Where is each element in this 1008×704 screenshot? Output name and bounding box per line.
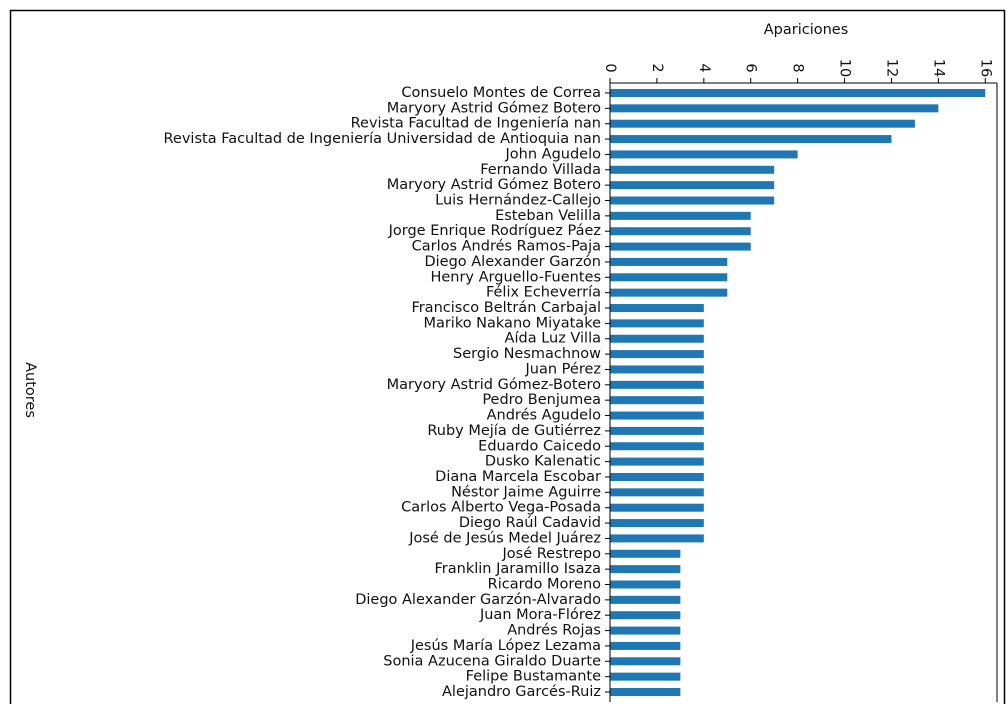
y-tick-label: Jorge Enrique Rodríguez Páez [388,223,601,239]
bar [610,611,681,620]
bar [610,119,915,128]
bar [610,273,728,282]
frame [9,9,1006,704]
y-tick-label: Maryory Astrid Gómez Botero [387,100,601,116]
y-tick-label: Mariko Nakano Miyatake [423,315,601,331]
bar [610,334,704,343]
y-tick-label: Pedro Benjumea [482,392,601,408]
y-tick-label: Francisco Beltrán Carbajal [411,300,601,316]
bar [610,304,704,313]
bar [610,150,798,159]
bar [610,396,704,405]
y-tick-label: Andrés Agudelo [487,408,602,424]
y-tick-label: Alejandro Garcés-Ruiz [442,684,601,700]
y-tick-label: José de Jesús Medel Juárez [408,530,601,546]
bar [610,411,704,420]
y-tick-label: Juan Mora-Flórez [479,607,601,623]
x-tick-label: 14 [930,59,946,77]
bar [610,196,775,205]
y-tick-label: José Restrepo [502,546,602,562]
bar [610,580,681,589]
bar [610,519,704,528]
bar [610,595,681,604]
bar [610,488,704,497]
y-tick-label: Sergio Nesmachnow [453,346,601,362]
y-tick-label: Félix Echeverría [486,285,601,301]
bar [610,657,681,666]
bar [610,503,704,512]
x-tick-label: 10 [837,59,853,77]
bar [610,104,939,113]
y-tick-label: Ruby Mejía de Gutiérrez [427,423,601,439]
bar [610,472,704,481]
bar [610,626,681,635]
y-tick-label: Revista Facultad de Ingeniería Universid… [164,131,602,147]
bar [610,211,751,220]
y-tick-label: Eduardo Caicedo [478,438,601,454]
y-tick-label: Maryory Astrid Gómez Botero [387,177,601,193]
x-axis-label: Apariciones [764,22,849,38]
y-tick-label: Fernando Villada [480,162,601,178]
bar [610,549,681,558]
bar [610,426,704,435]
y-axis-label: Autores [22,362,38,418]
bar [610,319,704,328]
y-tick-label: Luis Hernández-Callejo [435,193,601,209]
y-tick-label: Aída Luz Villa [505,331,601,347]
bar [610,135,892,144]
x-tick-label: 8 [790,63,806,72]
y-tick-label: Juan Pérez [525,361,601,377]
y-tick-label: Diana Marcela Escobar [435,469,601,485]
bar [610,242,751,251]
y-tick-label: Diego Raúl Cadavid [459,515,601,531]
bar [610,380,704,389]
y-tick-label: John Agudelo [505,146,602,162]
bar [610,534,704,543]
bar [610,227,751,236]
y-tick-label: Diego Alexander Garzón [424,254,601,270]
y-tick-label: Andrés Rojas [507,623,601,639]
x-tick-label: 12 [883,59,899,77]
bar [610,288,728,297]
y-tick-label: Dusko Kalenatic [485,454,601,470]
y-tick-label: Esteban Velilla [495,208,601,224]
y-tick-label: Consuelo Montes de Correa [401,85,601,101]
y-tick-label: Carlos Andrés Ramos-Paja [412,239,601,255]
bar [610,672,681,681]
bar [610,565,681,574]
y-tick-label: Néstor Jaime Aguirre [451,484,601,500]
bar [610,365,704,374]
y-tick-label: Jesús María López Lezama [410,638,601,654]
bar [610,350,704,359]
bar [610,641,681,650]
y-tick-label: Sonia Azucena Giraldo Duarte [383,653,601,669]
x-tick-label: 4 [696,63,712,72]
bar [610,688,681,697]
y-tick-label: Ricardo Moreno [488,576,601,592]
bar [610,165,775,174]
bar [610,181,775,190]
bar [610,442,704,451]
y-tick-label: Maryory Astrid Gómez-Botero [387,377,601,393]
x-tick-label: 2 [649,63,665,72]
bar [610,88,986,97]
y-tick-label: Diego Alexander Garzón-Alvarado [355,592,601,608]
y-tick-label: Franklin Jaramillo Isaza [435,561,602,577]
y-tick-label: Carlos Alberto Vega-Posada [401,500,601,516]
bar [610,457,704,466]
x-tick-label: 16 [977,59,993,77]
y-tick-label: Felipe Bustamante [466,669,601,685]
y-tick-label: Henry Arguello-Fuentes [430,269,601,285]
bar [610,257,728,266]
y-tick-label: Revista Facultad de Ingeniería nan [351,116,601,132]
x-tick-label: 0 [602,63,618,72]
x-tick-label: 6 [743,63,759,72]
